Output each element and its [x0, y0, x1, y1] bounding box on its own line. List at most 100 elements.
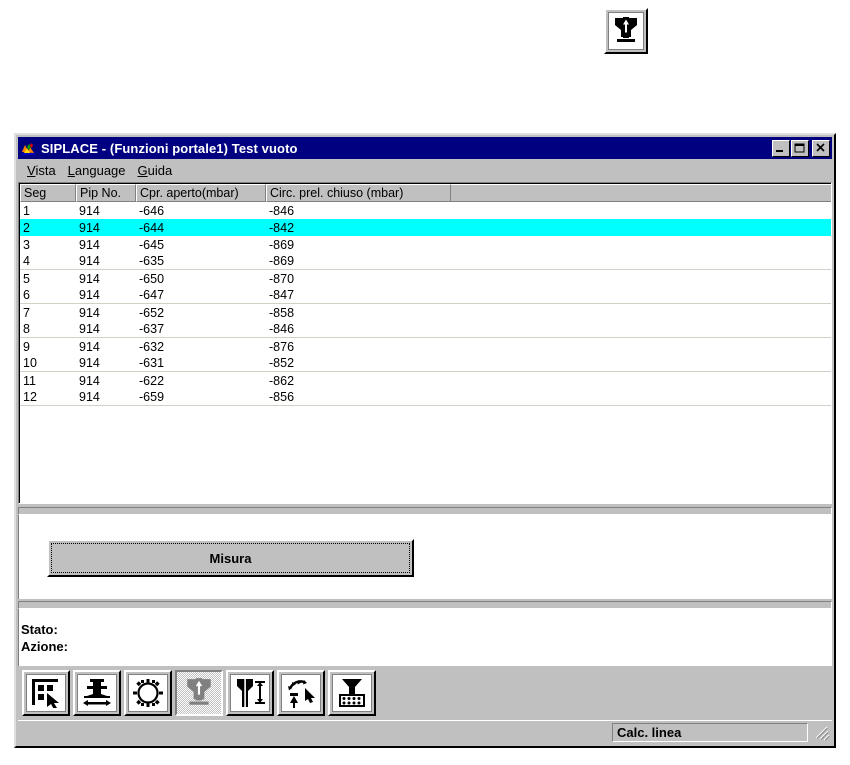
toolbar-button-head-travel[interactable] — [73, 670, 121, 716]
column-header-2[interactable]: Cpr. aperto(mbar) — [136, 184, 266, 202]
column-header-1[interactable]: Pip No. — [76, 184, 136, 202]
table-cell-cpr: -652 — [139, 305, 165, 320]
table-cell-seg: 9 — [23, 339, 30, 354]
panel-divider-2 — [18, 601, 832, 609]
menu-guida-accel: G — [137, 162, 148, 178]
focus-rectangle — [51, 543, 410, 573]
table-row[interactable]: 4 914 -635 -869 — [20, 253, 831, 270]
table-cell-circ: -869 — [269, 237, 295, 252]
table-cell-seg: 4 — [23, 254, 30, 268]
table-cell-seg: 12 — [23, 390, 37, 404]
status-bar-panel: Calc. linea — [612, 723, 808, 742]
nozzle-height-gauge-icon — [237, 679, 265, 707]
table-cell-cpr: -645 — [139, 237, 165, 252]
close-button[interactable] — [812, 139, 830, 157]
nozzle-vacuum-icon — [187, 678, 211, 705]
table-cell-cpr: -647 — [139, 288, 165, 302]
table-cell-pip: 914 — [79, 288, 100, 302]
table-row[interactable]: 6 914 -647 -847 — [20, 287, 831, 304]
table-cell-pip: 914 — [79, 390, 100, 404]
table-row[interactable]: 3 914 -645 -869 — [20, 236, 831, 253]
menu-item-language[interactable]: Language — [63, 162, 133, 179]
nozzle-vacuum-icon — [615, 17, 637, 42]
toolbar-button-rotary-table[interactable] — [124, 670, 172, 716]
table-cell-seg: 6 — [23, 288, 30, 302]
pickup-path-arrow-icon — [288, 680, 315, 708]
table-cell-seg: 5 — [23, 271, 30, 286]
table-cell-pip: 914 — [79, 305, 100, 320]
table-cell-pip: 914 — [79, 271, 100, 286]
client-area: Seg Pip No. Cpr. aperto(mbar) Circ. prel. c… — [18, 182, 832, 744]
table-cell-cpr: -650 — [139, 271, 165, 286]
list-inner: Seg Pip No. Cpr. aperto(mbar) Circ. prel. c… — [19, 183, 831, 503]
table-cell-pip: 914 — [79, 373, 100, 388]
table-row[interactable]: 9 914 -632 -876 — [20, 338, 831, 355]
measurement-list[interactable]: Seg Pip No. Cpr. aperto(mbar) Circ. prel. c… — [18, 182, 832, 504]
toolbar-button-vacuum-test[interactable] — [175, 670, 223, 716]
table-cell-cpr: -646 — [139, 203, 165, 218]
toolbar-button-pickup-path[interactable] — [277, 670, 325, 716]
menu-guida-rest: uida — [147, 162, 173, 178]
table-cell-seg: 2 — [23, 220, 30, 235]
toolbar-button-feeder-table[interactable] — [328, 670, 376, 716]
table-row[interactable]: 11 914 -622 -862 — [20, 372, 831, 389]
button-face — [332, 674, 372, 712]
status-bar: Calc. linea — [18, 720, 832, 744]
table-cell-pip: 914 — [79, 203, 100, 218]
title-bar[interactable]: SIPLACE - (Funzioni portale1) Test vuoto — [18, 137, 832, 159]
table-cell-circ: -869 — [269, 254, 295, 268]
button-face — [77, 674, 117, 712]
maximize-button[interactable] — [791, 139, 809, 157]
table-cell-circ: -858 — [269, 305, 295, 320]
menu-language-accel: L — [67, 162, 75, 178]
table-row[interactable]: 12 914 -659 -856 — [20, 389, 831, 406]
components-pointer-icon — [32, 679, 59, 708]
nozzle-feeder-grid-icon — [339, 679, 365, 707]
table-cell-cpr: -659 — [139, 390, 165, 404]
misura-button[interactable]: Misura — [47, 539, 414, 577]
panel-divider — [18, 507, 832, 515]
table-row[interactable]: 8 914 -637 -846 — [20, 321, 831, 338]
table-cell-cpr: -635 — [139, 254, 165, 268]
table-cell-circ: -846 — [269, 203, 295, 218]
menu-vista-accel: V — [27, 162, 36, 178]
rotary-head-icon — [133, 679, 163, 707]
status-label-azione: Azione: — [21, 639, 68, 654]
table-cell-seg: 7 — [23, 305, 30, 320]
table-cell-pip: 914 — [79, 237, 100, 252]
resize-grip-icon[interactable] — [812, 723, 830, 742]
window-controls — [771, 139, 830, 157]
table-row[interactable]: 1 914 -646 -846 — [20, 202, 831, 219]
column-header-3[interactable]: Circ. prel. chiuso (mbar) — [266, 184, 451, 202]
table-cell-seg: 10 — [23, 356, 37, 370]
menu-vista-rest: ista — [35, 162, 56, 178]
table-cell-seg: 1 — [23, 203, 30, 218]
table-row[interactable]: 2 914 -644 -842 — [20, 219, 831, 236]
application-window: SIPLACE - (Funzioni portale1) Test vuoto — [14, 133, 836, 748]
table-row[interactable]: 5 914 -650 -870 — [20, 270, 831, 287]
misura-button-label: Misura — [209, 550, 252, 566]
menu-item-vista[interactable]: Vista — [22, 162, 63, 179]
toolbar-button-nozzle-height[interactable] — [226, 670, 274, 716]
button-face — [179, 674, 219, 712]
table-cell-circ: -847 — [269, 288, 295, 302]
column-header-0[interactable]: Seg — [20, 184, 76, 202]
table-cell-circ: -856 — [269, 390, 295, 404]
minimize-button[interactable] — [772, 139, 790, 157]
head-horizontal-arrows-icon — [83, 679, 111, 706]
table-row[interactable]: 10 914 -631 -852 — [20, 355, 831, 372]
floating-vacuum-test-button[interactable] — [604, 8, 648, 54]
toolbar-button-select-components[interactable] — [22, 670, 70, 716]
menu-item-guida[interactable]: Guida — [133, 162, 180, 179]
table-row[interactable]: 7 914 -652 -858 — [20, 304, 831, 321]
table-cell-circ: -876 — [269, 339, 295, 354]
table-cell-pip: 914 — [79, 356, 100, 370]
floating-button-face — [608, 12, 644, 50]
action-panel: Misura — [18, 515, 832, 599]
list-header: Seg Pip No. Cpr. aperto(mbar) Circ. prel. c… — [20, 184, 831, 202]
table-cell-seg: 3 — [23, 237, 30, 252]
button-face — [281, 674, 321, 712]
table-cell-circ: -870 — [269, 271, 295, 286]
table-cell-circ: -852 — [269, 356, 295, 370]
